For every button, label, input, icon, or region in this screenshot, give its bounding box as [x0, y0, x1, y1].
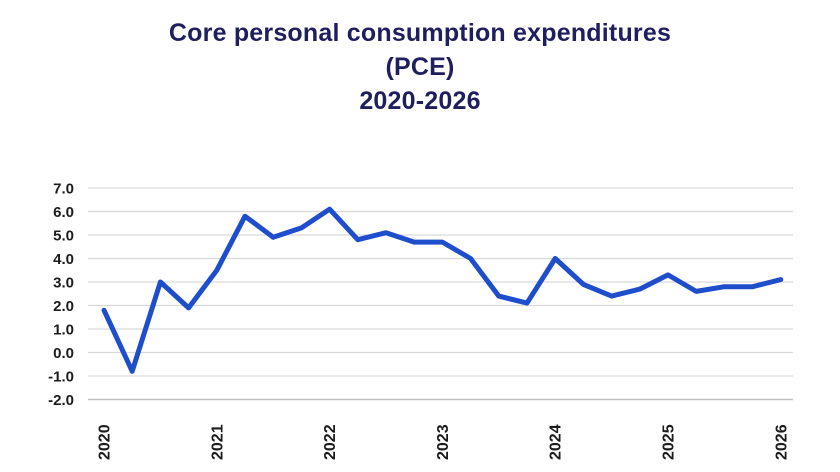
y-axis-tick-label: 3.0	[53, 275, 74, 292]
x-axis-tick-label: 2023	[435, 424, 452, 460]
y-axis-tick-label: 6.0	[53, 204, 74, 221]
y-axis-tick-label: 2.0	[53, 298, 74, 315]
y-axis-tick-label: 7.0	[53, 181, 74, 198]
x-axis-tick-label: 2022	[322, 424, 339, 460]
chart-title: Core personal consumption expenditures (…	[0, 16, 840, 118]
y-axis-tick-label: 0.0	[53, 345, 74, 362]
y-axis-tick-label: 5.0	[53, 228, 74, 245]
x-axis-tick-label: 2020	[97, 424, 114, 460]
y-axis-tick-label: -1.0	[48, 369, 74, 386]
chart-title-line-3: 2020-2026	[359, 87, 481, 115]
pce-data-line	[101, 206, 784, 374]
x-axis-tick-label: 2026	[773, 424, 790, 460]
chart-title-line-2: (PCE)	[385, 53, 455, 81]
y-axis-tick-label: -2.0	[48, 392, 74, 409]
chart-title-line-1: Core personal consumption expenditures	[168, 19, 672, 47]
x-axis-tick-label: 2024	[548, 424, 565, 460]
x-axis-tick-label: 2025	[661, 424, 678, 460]
y-axis-tick-label: 1.0	[53, 322, 74, 339]
y-axis-tick-label: 4.0	[53, 251, 74, 268]
x-axis-tick-label: 2021	[209, 424, 226, 460]
